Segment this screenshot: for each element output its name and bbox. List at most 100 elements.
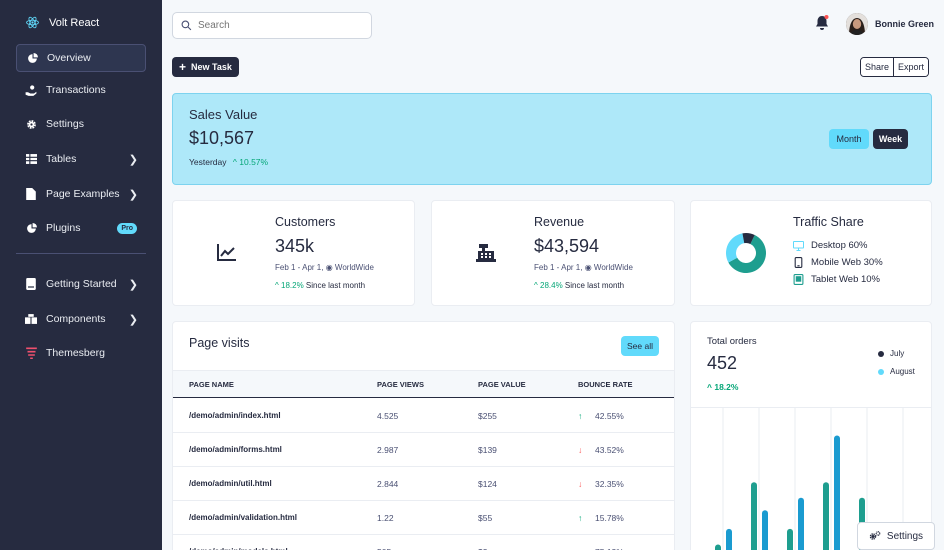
file-icon bbox=[25, 188, 37, 200]
export-button[interactable]: Export bbox=[893, 58, 929, 76]
table-row: /demo/admin/validation.html 1.22 $55 ↑ 15.78… bbox=[173, 501, 674, 535]
change-text: Since last month bbox=[305, 281, 366, 290]
brand-name: Volt React bbox=[49, 16, 100, 29]
sidebar-item-label: Page Examples bbox=[46, 188, 120, 200]
customers-card: Customers 345k Feb 1 - Apr 1, ◉ WorldWid… bbox=[172, 200, 415, 306]
pie-chart-icon bbox=[26, 52, 38, 64]
sidebar-item-plugins[interactable]: Plugins Pro bbox=[16, 214, 146, 242]
sidebar-item-overview[interactable]: Overview bbox=[16, 44, 146, 72]
search-input[interactable] bbox=[198, 20, 358, 31]
cell-bounce-rate: 43.52% bbox=[595, 445, 624, 455]
region-text: WorldWide bbox=[334, 263, 374, 272]
see-all-button[interactable]: See all bbox=[621, 336, 659, 356]
bar-august bbox=[798, 497, 804, 550]
sidebar-item-components[interactable]: Components ❯ bbox=[16, 305, 146, 333]
traffic-desktop-label: Desktop 60% bbox=[811, 240, 868, 251]
desktop-icon bbox=[793, 240, 804, 251]
cell-page-name[interactable]: /demo/admin/validation.html bbox=[189, 513, 298, 522]
arrow-down-icon: ↓ bbox=[578, 445, 583, 455]
tablet-icon bbox=[793, 274, 804, 285]
share-button[interactable]: Share bbox=[861, 58, 894, 76]
settings-button[interactable]: Settings bbox=[857, 522, 935, 550]
change-value: 18.2% bbox=[281, 281, 304, 290]
sidebar-item-themesberg[interactable]: Themesberg bbox=[16, 339, 146, 367]
new-task-button[interactable]: + New Task bbox=[172, 57, 239, 77]
cell-page-name[interactable]: /demo/admin/util.html bbox=[189, 479, 272, 488]
notification-bell-icon[interactable] bbox=[815, 15, 829, 31]
sales-title: Sales Value bbox=[189, 107, 258, 122]
donut-slice bbox=[726, 233, 745, 263]
sales-value-card: Sales Value $10,567 Yesterday ^ 10.57% M… bbox=[172, 93, 932, 185]
sidebar-item-label: Settings bbox=[46, 118, 84, 130]
sidebar-item-tables[interactable]: Tables ❯ bbox=[16, 145, 146, 173]
cell-bounce-rate: 42.55% bbox=[595, 411, 624, 421]
cell-page-name[interactable]: /demo/admin/index.html bbox=[189, 411, 281, 420]
arrow-up-icon: ↑ bbox=[578, 513, 583, 523]
arrow-down-icon: ↓ bbox=[578, 547, 582, 550]
range-text: Feb 1 - Apr 1, bbox=[534, 263, 583, 272]
table-row: /demo/admin/forms.html 2.987 $139 ↓ 43.52% bbox=[173, 433, 674, 467]
bar-july bbox=[823, 482, 829, 550]
legend-label: August bbox=[890, 367, 915, 376]
col-page-value: PAGE VALUE bbox=[478, 380, 526, 389]
mobile-icon bbox=[794, 257, 803, 268]
sidebar-divider bbox=[16, 253, 146, 254]
bar-july bbox=[787, 528, 793, 550]
cell-page-views: 1.22 bbox=[377, 513, 394, 523]
sidebar-item-transactions[interactable]: Transactions bbox=[16, 76, 146, 104]
sidebar-item-label: Overview bbox=[47, 52, 91, 64]
search-icon bbox=[181, 20, 192, 31]
sidebar-item-settings[interactable]: Settings bbox=[16, 110, 146, 138]
traffic-title: Traffic Share bbox=[793, 215, 864, 229]
new-task-label: New Task bbox=[191, 62, 232, 72]
legend-august: August bbox=[878, 367, 915, 376]
cell-bounce-rate: 15.78% bbox=[595, 513, 624, 523]
cell-page-value: $255 bbox=[478, 411, 497, 421]
user-menu[interactable]: Bonnie Green bbox=[846, 13, 934, 35]
cell-page-name[interactable]: /demo/admin/forms.html bbox=[189, 445, 282, 454]
cell-page-name[interactable]: /demo/admin/modals.html bbox=[189, 547, 288, 550]
orders-change: ^ 18.2% bbox=[707, 382, 738, 392]
cell-page-value: $55 bbox=[478, 513, 493, 523]
month-toggle[interactable]: Month bbox=[829, 129, 869, 149]
traffic-desktop: Desktop 60% bbox=[793, 240, 868, 251]
sidebar-item-label: Getting Started bbox=[46, 278, 117, 290]
arrow-down-icon: ↓ bbox=[578, 479, 583, 489]
avatar bbox=[846, 13, 868, 35]
revenue-change: ^ 28.4% Since last month bbox=[534, 281, 624, 290]
sidebar-item-page-examples[interactable]: Page Examples ❯ bbox=[16, 180, 146, 208]
change-value: 18.2% bbox=[714, 382, 739, 392]
bar-july bbox=[751, 482, 757, 550]
plus-icon: + bbox=[179, 60, 187, 74]
col-bounce-rate: BOUNCE RATE bbox=[578, 380, 633, 389]
sidebar-item-label: Tables bbox=[46, 153, 77, 165]
revenue-range: Feb 1 - Apr 1, ◉ WorldWide bbox=[534, 263, 633, 272]
change-value: 28.4% bbox=[540, 281, 563, 290]
sidebar-item-getting-started[interactable]: Getting Started ❯ bbox=[16, 270, 146, 298]
traffic-tablet-label: Tablet Web 10% bbox=[811, 274, 881, 285]
sales-subline: Yesterday ^ 10.57% bbox=[189, 157, 268, 167]
bar-august bbox=[726, 528, 732, 550]
total-orders-card: Total orders 452 ^ 18.2% July August bbox=[690, 321, 932, 550]
week-toggle[interactable]: Week bbox=[873, 129, 908, 149]
sales-change: 10.57% bbox=[239, 157, 269, 167]
cash-register-icon bbox=[476, 243, 496, 268]
customers-value: 345k bbox=[275, 236, 315, 256]
chevron-up-icon: ^ bbox=[707, 382, 712, 392]
gears-icon bbox=[869, 531, 881, 540]
pro-badge: Pro bbox=[117, 222, 137, 234]
bar-august bbox=[762, 510, 768, 550]
orders-value: 452 bbox=[707, 353, 738, 373]
brand[interactable]: Volt React bbox=[26, 16, 99, 29]
range-text: Feb 1 - Apr 1, bbox=[275, 263, 324, 272]
gear-icon bbox=[25, 118, 37, 130]
book-icon bbox=[25, 278, 37, 290]
search-box[interactable] bbox=[172, 12, 372, 39]
cell-page-views: 505 bbox=[377, 547, 391, 550]
cell-page-value: $139 bbox=[478, 445, 497, 455]
hand-coin-icon bbox=[25, 84, 37, 96]
chart-line-icon bbox=[217, 243, 237, 266]
customers-range: Feb 1 - Apr 1, ◉ WorldWide bbox=[275, 263, 374, 272]
chevron-up-icon: ^ bbox=[232, 157, 237, 167]
col-page-views: PAGE VIEWS bbox=[377, 380, 424, 389]
